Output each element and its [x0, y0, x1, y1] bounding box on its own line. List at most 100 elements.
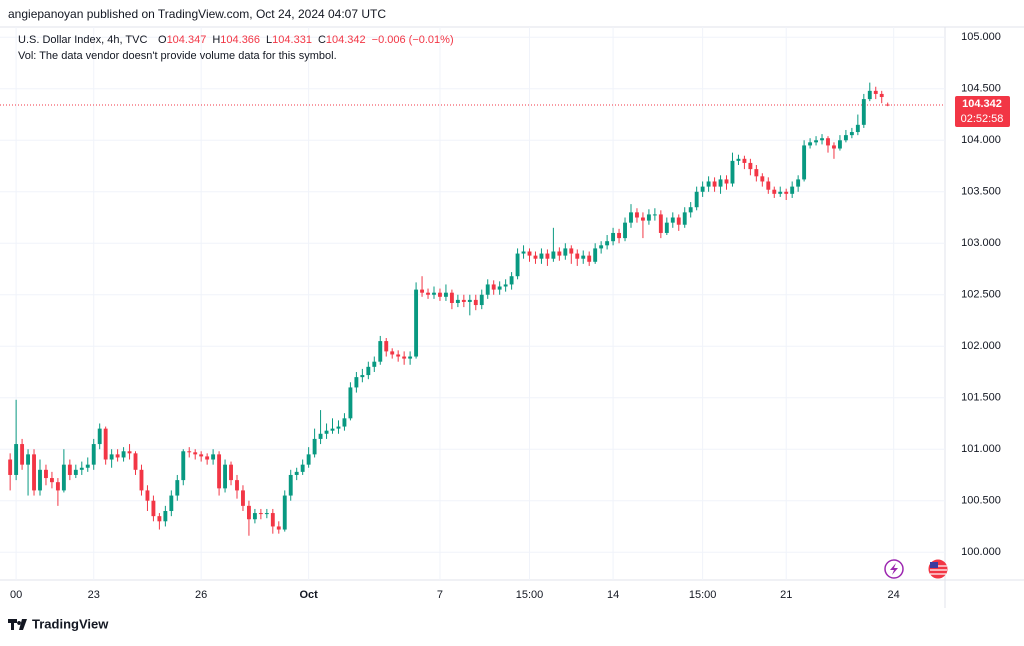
candle-body [133, 453, 138, 470]
candle-body [61, 464, 66, 491]
candle-body [503, 284, 508, 287]
candle-body [766, 181, 771, 190]
candle-body [754, 169, 759, 177]
candle-body [837, 140, 842, 149]
candle-body [551, 251, 556, 259]
y-tick-label: 101.000 [961, 443, 1001, 455]
candle-body [235, 480, 239, 491]
candle-body [14, 444, 19, 475]
candle-body [8, 459, 13, 475]
candle-body [593, 248, 598, 262]
candle-body [563, 248, 568, 256]
price-badge [955, 96, 1010, 127]
candle-body [814, 140, 818, 143]
y-tick-label: 102.500 [961, 289, 1001, 301]
candle-body [20, 444, 25, 465]
candle-body [390, 351, 395, 355]
legend-value: 104.366 [220, 34, 260, 46]
candle-body [264, 513, 269, 515]
volume-note: Vol: The data vendor doesn't provide vol… [18, 50, 337, 62]
candle-body [73, 469, 78, 475]
candle-body [443, 292, 448, 297]
candle-body [790, 186, 795, 194]
candle-body [467, 299, 472, 302]
countdown: 02:52:58 [961, 113, 1004, 125]
last-price-label: 104.342 [962, 98, 1002, 110]
candle-body [360, 375, 365, 378]
candle-body [449, 292, 454, 303]
candle-body [873, 90, 878, 94]
flag-canton [930, 562, 938, 568]
candle-body [861, 99, 866, 125]
candle-body [44, 469, 48, 479]
candle-body [802, 145, 807, 180]
candle-body [103, 428, 108, 460]
candle-body [193, 452, 198, 455]
candle-body [199, 454, 204, 457]
candle-body [461, 299, 466, 302]
legend-key: O [158, 34, 167, 46]
candle-body [867, 90, 872, 100]
candle-body [38, 469, 42, 491]
x-tick-label: 14 [607, 589, 619, 601]
candle-body [581, 255, 586, 259]
candle-body [55, 482, 60, 491]
candle-body [426, 292, 430, 295]
candle-body [479, 294, 484, 306]
candle-body [826, 138, 830, 146]
legend-value: 104.347 [167, 34, 207, 46]
candle-body [843, 135, 848, 141]
candle-body [670, 217, 675, 223]
candle-body [623, 222, 627, 239]
plot [0, 27, 945, 580]
candle-body [718, 179, 723, 187]
candle-body [282, 495, 287, 530]
candle-body [330, 428, 335, 431]
candle-body [121, 451, 126, 458]
candle-body [694, 191, 699, 208]
candle-body [414, 289, 419, 357]
x-tick-label: 23 [88, 589, 100, 601]
x-tick-label: 24 [888, 589, 900, 601]
legend-value: 104.342 [326, 34, 366, 46]
candle-body [682, 212, 687, 225]
candle-body [336, 426, 341, 429]
candle-body [300, 464, 305, 472]
candle-body [91, 444, 96, 465]
candle-body [372, 361, 377, 367]
y-tick-label: 100.500 [961, 495, 1001, 507]
candle-body [533, 255, 538, 259]
candle-body [217, 454, 222, 489]
candle-body [688, 207, 693, 213]
publisher-line: angiepanoyan published on TradingView.co… [8, 7, 386, 21]
candle-body [169, 495, 174, 512]
y-tick-label: 105.000 [961, 31, 1001, 43]
candle-body [211, 454, 216, 460]
candle-body [32, 454, 36, 491]
candle-body [378, 341, 383, 362]
x-tick-label: Oct [299, 589, 318, 601]
candle-body [849, 132, 854, 136]
ohlc-legend: O104.347 H104.366 L104.331 C104.342 −0.006 (… [158, 34, 454, 46]
candle-body [808, 142, 813, 146]
candle-body [676, 217, 681, 225]
x-tick-label: 00 [10, 589, 22, 601]
candle-body [312, 438, 317, 455]
candle-body [832, 145, 836, 149]
y-tick-label: 103.000 [961, 237, 1001, 249]
candle-body [664, 222, 669, 233]
x-tick-label: 21 [780, 589, 792, 601]
candle-body [497, 286, 502, 290]
candle-body [270, 513, 275, 527]
y-tick-label: 103.500 [961, 186, 1001, 198]
x-tick-label: 7 [437, 589, 443, 601]
candle-body [742, 158, 747, 163]
candle-body [438, 292, 442, 297]
symbol: U.S. Dollar Index, 4h, TVC [18, 34, 147, 46]
candle-body [509, 276, 514, 285]
legend-key: C [318, 34, 326, 46]
candle-body [97, 428, 102, 445]
candle-body [557, 251, 562, 256]
candle-body [384, 341, 389, 352]
